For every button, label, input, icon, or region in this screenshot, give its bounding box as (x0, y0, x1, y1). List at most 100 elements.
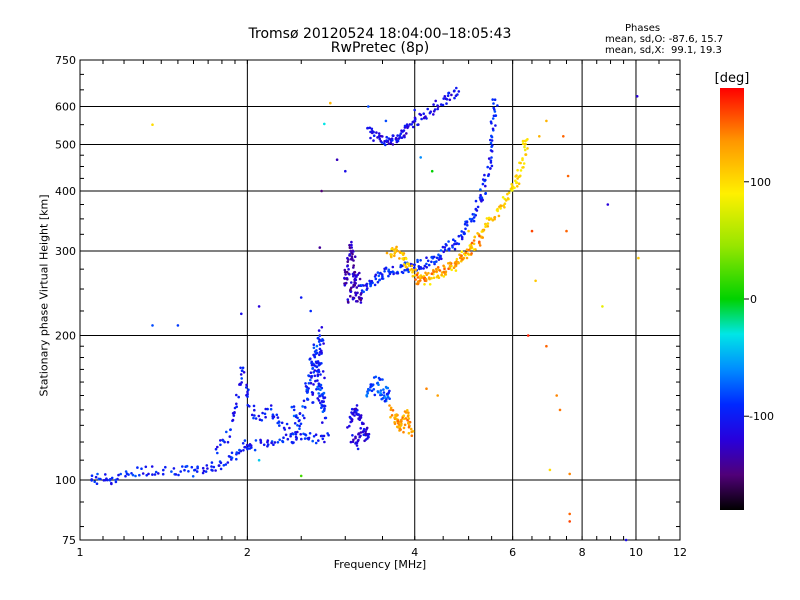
echo-point (358, 435, 362, 439)
echo-point (217, 464, 221, 467)
echo-point (238, 382, 242, 386)
scatter-point (545, 119, 548, 123)
echo-point (390, 253, 393, 256)
echo-point (424, 271, 427, 275)
echo-point (523, 148, 527, 152)
echo-point (134, 474, 137, 478)
echo-point (276, 416, 280, 419)
echo-point (365, 395, 369, 398)
echo-point (235, 405, 238, 409)
echo-point (298, 427, 301, 431)
echo-point (355, 404, 359, 407)
echo-point (302, 399, 306, 403)
echo-point (355, 411, 358, 415)
echo-point (314, 379, 317, 383)
echo-point (364, 430, 367, 433)
echo-point (491, 127, 495, 131)
echo-point (285, 422, 289, 426)
echo-point (392, 272, 395, 276)
echo-point (307, 382, 311, 385)
echo-point (496, 104, 499, 107)
echo-point (416, 280, 420, 283)
echo-point (366, 434, 370, 437)
echo-point (264, 415, 267, 419)
echo-point (486, 222, 490, 225)
echo-point (355, 286, 359, 289)
echo-point (301, 405, 304, 408)
echo-point (354, 278, 358, 282)
echo-point (489, 138, 492, 142)
echo-point (187, 470, 190, 473)
y-tick-label: 300 (55, 245, 76, 258)
echo-point (481, 178, 485, 181)
echo-point (222, 464, 226, 467)
echo-point (388, 397, 391, 401)
echo-point (455, 242, 459, 245)
echo-point (453, 89, 456, 92)
echo-point (489, 161, 493, 164)
echo-point (266, 407, 269, 411)
echo-point (435, 260, 438, 263)
echo-point (437, 276, 441, 280)
echo-point (350, 257, 354, 260)
echo-point (116, 477, 119, 481)
echo-point (467, 248, 471, 252)
echo-point (271, 413, 275, 417)
echo-point (228, 435, 232, 438)
echo-point (219, 467, 223, 471)
echo-point (443, 246, 447, 249)
echo-point (170, 470, 173, 473)
echo-point (358, 297, 361, 301)
echo-point (138, 473, 141, 477)
echo-point (366, 126, 369, 130)
echo-point (313, 369, 317, 372)
echo-point (453, 247, 457, 251)
echo-point (460, 235, 464, 239)
echo-point (380, 397, 384, 401)
echo-point (253, 408, 256, 412)
echo-point (309, 378, 312, 382)
echo-point (174, 473, 178, 476)
echo-point (387, 274, 390, 278)
echo-point (500, 204, 503, 208)
echo-point (457, 261, 460, 265)
echo-point (478, 234, 481, 238)
echo-point (398, 257, 401, 260)
echo-point (501, 196, 505, 199)
echo-point (374, 277, 378, 281)
echo-point (492, 102, 495, 105)
echo-point (426, 259, 430, 263)
x-tick-label: 4 (411, 546, 418, 559)
echo-point (413, 263, 416, 267)
echo-point (131, 473, 135, 477)
echo-point (433, 260, 436, 264)
echo-point (348, 253, 352, 256)
echo-point (305, 388, 309, 391)
echo-point (248, 405, 251, 408)
echo-point (393, 422, 397, 426)
echo-point (154, 470, 158, 474)
echo-point (254, 439, 258, 442)
echo-point (316, 373, 320, 376)
echo-point (481, 229, 485, 233)
echo-point (420, 117, 423, 121)
echo-point (510, 189, 513, 192)
echo-point (403, 134, 406, 137)
echo-point (280, 421, 284, 425)
echo-point (319, 401, 322, 405)
echo-point (269, 404, 273, 407)
echo-point (441, 103, 445, 107)
echo-point (237, 451, 241, 455)
echo-point (357, 438, 360, 442)
echo-point (484, 178, 487, 182)
echo-point (296, 430, 299, 434)
echo-point (413, 119, 417, 123)
echo-point (387, 268, 391, 272)
echo-point (479, 193, 482, 197)
echo-point (350, 281, 353, 284)
echo-point (307, 374, 310, 377)
echo-point (321, 410, 325, 414)
echo-point (372, 388, 376, 391)
scatter-point (635, 95, 639, 98)
echo-point (349, 288, 352, 291)
